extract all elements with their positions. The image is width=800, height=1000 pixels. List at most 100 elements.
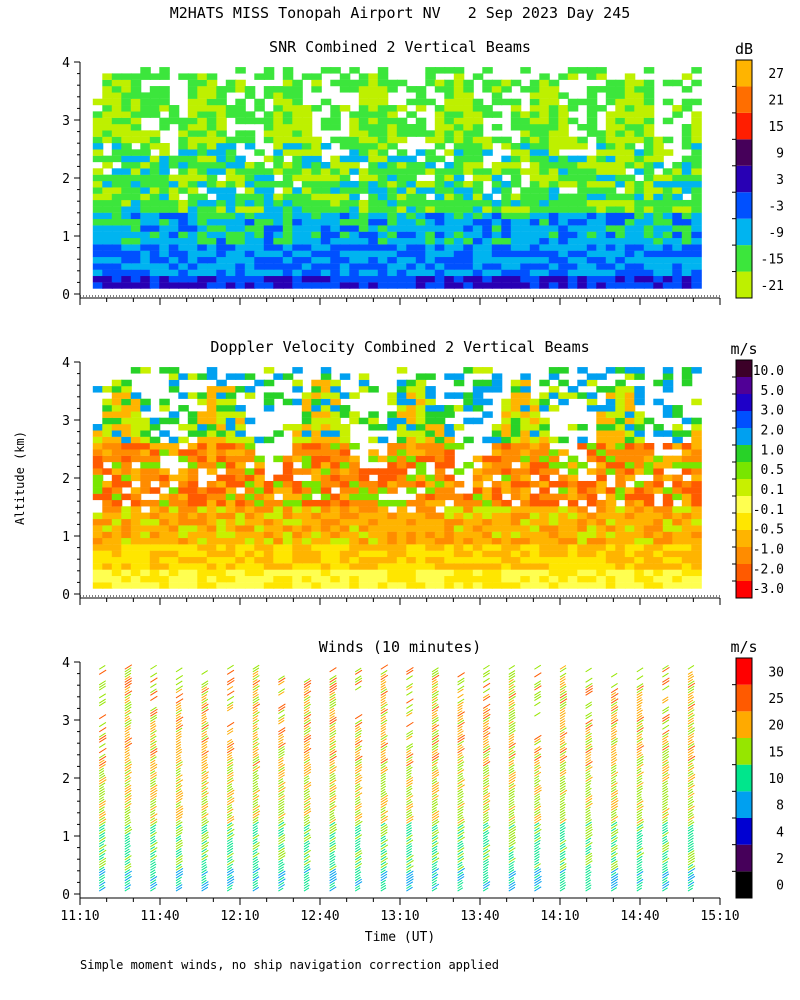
doppler-cell (320, 392, 332, 399)
doppler-cell (653, 537, 664, 545)
doppler-cell (605, 398, 617, 406)
snr-cell (358, 155, 370, 163)
snr-cell (634, 231, 645, 239)
doppler-cell (178, 436, 189, 444)
snr-cell (349, 180, 360, 188)
wind-barb (380, 673, 387, 678)
doppler-cell (168, 499, 180, 507)
doppler-cell (396, 468, 408, 475)
doppler-cell (225, 582, 237, 589)
wind-barb (226, 860, 235, 866)
doppler-cell (178, 455, 189, 463)
snr-cell (387, 187, 398, 194)
doppler-cell (491, 424, 503, 431)
doppler-cell (377, 525, 389, 532)
snr-cell (453, 174, 465, 182)
doppler-cell (453, 493, 465, 501)
snr-cell (396, 237, 408, 245)
snr-cell (102, 237, 113, 245)
wind-barb (380, 768, 389, 775)
wind-barb (150, 759, 156, 764)
snr-cell (292, 124, 303, 131)
doppler-cell (111, 493, 123, 501)
wind-barb (175, 860, 183, 866)
doppler-cell (605, 386, 617, 393)
snr-cell (472, 244, 484, 251)
snr-cell (311, 105, 322, 112)
snr-cell (349, 143, 360, 150)
wind-barb (226, 852, 234, 858)
doppler-cell (586, 398, 598, 406)
wind-barb (329, 703, 337, 709)
snr-cell (349, 136, 360, 144)
wind-barb (329, 818, 337, 824)
doppler-cell (482, 474, 493, 482)
wind-barb (252, 670, 259, 675)
snr-cell (472, 130, 484, 137)
wind-barb (278, 808, 285, 814)
snr-cell (453, 193, 465, 201)
snr-cell (643, 124, 655, 131)
doppler-cell (273, 563, 284, 570)
snr-cell (672, 180, 683, 188)
snr-cell (472, 136, 484, 144)
wind-barb (406, 832, 412, 837)
doppler-cell (111, 550, 123, 558)
wind-barb (124, 717, 131, 722)
wind-barb (98, 844, 107, 850)
snr-cell (453, 73, 465, 80)
doppler-cell (643, 461, 655, 469)
snr-cell (444, 130, 455, 137)
wind-barb (124, 746, 130, 751)
wind-barb (278, 733, 284, 738)
doppler-cell (596, 417, 607, 425)
wind-barb (354, 677, 363, 683)
snr-cell (567, 67, 579, 74)
snr-cell (396, 174, 408, 182)
snr-cell (643, 86, 655, 93)
doppler-cell (567, 424, 579, 431)
wind-barb (457, 865, 464, 871)
snr-cell (444, 67, 455, 74)
doppler-cell (102, 417, 113, 425)
wind-barb (175, 853, 183, 858)
doppler-cell (472, 455, 484, 463)
wind-barb (457, 845, 464, 850)
doppler-cell (605, 411, 617, 418)
snr-cell (662, 149, 674, 156)
snr-cell (681, 225, 693, 232)
doppler-cell (102, 424, 113, 431)
snr-cell (311, 79, 322, 87)
wind-barb (303, 751, 310, 756)
snr-cell (311, 275, 322, 283)
snr-cell (434, 250, 446, 258)
doppler-cell (159, 417, 170, 425)
snr-cell (358, 275, 370, 283)
snr-cell (510, 105, 522, 112)
wind-barb (431, 672, 439, 678)
wind-barb (380, 855, 387, 861)
doppler-cell (111, 556, 123, 564)
wind-barb (98, 693, 107, 699)
snr-cell (501, 282, 512, 289)
doppler-cell (548, 537, 560, 545)
snr-cell (197, 275, 208, 283)
doppler-cell (415, 468, 427, 475)
snr-cell (282, 282, 294, 289)
snr-cell (444, 193, 455, 201)
snr-cell (254, 225, 265, 232)
snr-cell (216, 98, 227, 106)
doppler-cell (444, 405, 455, 412)
wind-barb (431, 761, 438, 767)
snr-cell (130, 155, 142, 163)
doppler-cell (425, 449, 436, 456)
snr-cell (662, 225, 674, 232)
doppler-cell (377, 575, 389, 583)
snr-cell (140, 225, 151, 232)
doppler-cell (330, 537, 341, 545)
doppler-cell (510, 417, 522, 425)
snr-cell (292, 92, 303, 99)
doppler-cell (520, 443, 531, 450)
snr-cell (510, 124, 522, 131)
wind-barb (150, 745, 157, 751)
